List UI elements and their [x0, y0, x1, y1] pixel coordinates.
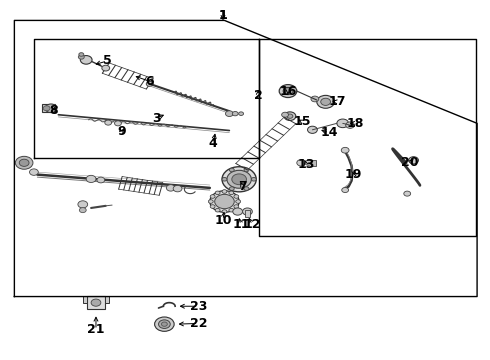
Bar — [42, 104, 55, 112]
Circle shape — [29, 169, 38, 175]
Circle shape — [15, 156, 33, 169]
Circle shape — [222, 190, 227, 193]
Circle shape — [243, 208, 252, 215]
Circle shape — [19, 159, 29, 166]
Circle shape — [161, 322, 167, 326]
Text: 12: 12 — [244, 218, 261, 231]
Circle shape — [173, 185, 182, 192]
Circle shape — [86, 175, 96, 183]
Circle shape — [229, 168, 234, 172]
Circle shape — [227, 170, 251, 188]
Circle shape — [317, 95, 334, 108]
Circle shape — [279, 85, 297, 98]
Circle shape — [80, 55, 92, 64]
Text: 10: 10 — [214, 214, 232, 227]
Circle shape — [210, 195, 215, 198]
Text: 14: 14 — [320, 126, 338, 139]
Circle shape — [79, 53, 84, 56]
Circle shape — [297, 159, 306, 166]
Circle shape — [233, 208, 243, 215]
Text: 1: 1 — [219, 9, 227, 22]
Circle shape — [78, 55, 84, 59]
Circle shape — [159, 320, 170, 328]
Text: 23: 23 — [190, 300, 207, 313]
Bar — [245, 210, 250, 217]
Circle shape — [147, 81, 153, 86]
Circle shape — [215, 208, 220, 212]
Circle shape — [341, 147, 349, 153]
Circle shape — [105, 120, 112, 125]
Circle shape — [236, 200, 241, 203]
Text: 9: 9 — [118, 125, 126, 138]
Text: 13: 13 — [297, 158, 315, 171]
Text: 19: 19 — [345, 168, 362, 181]
Circle shape — [244, 187, 249, 190]
Text: 11: 11 — [232, 218, 250, 231]
Text: 4: 4 — [209, 137, 218, 150]
Text: 5: 5 — [103, 54, 112, 67]
Circle shape — [282, 112, 289, 117]
Circle shape — [155, 317, 174, 331]
Text: 22: 22 — [190, 317, 207, 330]
Text: 17: 17 — [328, 95, 345, 108]
Circle shape — [208, 200, 213, 203]
Text: 3: 3 — [152, 112, 160, 125]
Circle shape — [283, 87, 293, 95]
Circle shape — [43, 106, 50, 111]
Circle shape — [409, 157, 418, 164]
Circle shape — [308, 126, 318, 134]
Circle shape — [232, 174, 246, 185]
Circle shape — [311, 96, 319, 102]
Bar — [105, 296, 109, 303]
Text: 7: 7 — [238, 180, 247, 193]
Circle shape — [225, 111, 233, 117]
Text: 21: 21 — [87, 323, 105, 336]
Text: 2: 2 — [254, 89, 263, 102]
Circle shape — [234, 195, 239, 198]
Text: 1: 1 — [219, 9, 227, 22]
Circle shape — [232, 112, 238, 116]
Circle shape — [287, 114, 293, 118]
Circle shape — [234, 205, 239, 208]
Text: 8: 8 — [49, 104, 58, 117]
Circle shape — [284, 112, 296, 121]
Circle shape — [45, 104, 57, 113]
Text: 15: 15 — [294, 116, 312, 129]
Circle shape — [222, 177, 227, 181]
Circle shape — [78, 201, 88, 208]
Circle shape — [239, 112, 244, 116]
Circle shape — [229, 208, 234, 212]
Text: 16: 16 — [279, 85, 296, 98]
Bar — [311, 160, 316, 166]
Circle shape — [97, 177, 105, 183]
Circle shape — [404, 191, 411, 196]
Circle shape — [102, 65, 110, 71]
Circle shape — [305, 160, 312, 165]
Circle shape — [91, 299, 101, 306]
Text: 20: 20 — [401, 156, 419, 169]
Circle shape — [251, 177, 256, 181]
Bar — [87, 296, 105, 310]
Circle shape — [210, 191, 239, 212]
Circle shape — [215, 194, 234, 209]
Circle shape — [229, 191, 234, 195]
Circle shape — [215, 191, 220, 195]
Circle shape — [229, 187, 234, 190]
Circle shape — [166, 185, 175, 191]
Text: 6: 6 — [146, 75, 154, 88]
Circle shape — [244, 168, 249, 172]
Circle shape — [222, 210, 227, 213]
Circle shape — [337, 119, 348, 128]
Text: 18: 18 — [346, 117, 364, 130]
Circle shape — [342, 188, 348, 193]
Circle shape — [115, 121, 122, 126]
Circle shape — [321, 98, 331, 105]
Bar — [83, 296, 87, 303]
Circle shape — [345, 122, 354, 129]
Circle shape — [79, 208, 86, 213]
Circle shape — [210, 205, 215, 208]
Circle shape — [222, 167, 256, 192]
